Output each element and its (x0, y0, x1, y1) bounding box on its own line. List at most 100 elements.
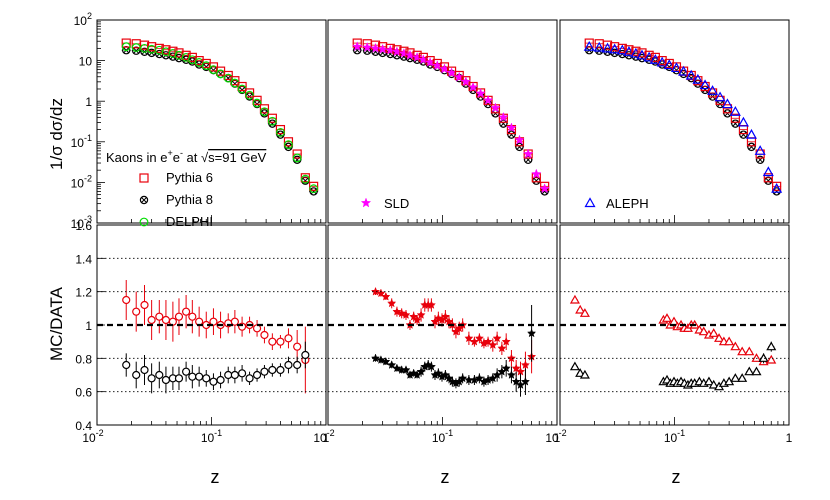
ratio-point (252, 370, 262, 380)
legend-item-label: Pythia 8 (166, 192, 213, 207)
y-axis-label-top: 1/σ dσ/dz (47, 98, 66, 170)
data-point (267, 116, 277, 126)
y-tick-label-top: 10-1 (71, 133, 92, 150)
legend-item-label: Pythia 6 (166, 170, 213, 185)
pythia6-point (693, 76, 703, 86)
ratio-point (188, 312, 197, 321)
ratio-point (506, 370, 517, 379)
ratio-point (433, 368, 443, 378)
data-point (685, 69, 697, 80)
ratio-point (714, 333, 725, 342)
ratio-point (401, 365, 411, 374)
data-point (352, 41, 363, 52)
ratio-point (744, 366, 755, 376)
ratio-point (209, 377, 218, 386)
pythia8-point (764, 176, 773, 185)
pythia8-point (532, 176, 541, 185)
ratio-point (501, 363, 511, 373)
data-point (692, 73, 704, 84)
ratio-point (724, 336, 735, 346)
ratio-point (122, 295, 131, 305)
ratio-point (181, 367, 191, 376)
ratio-point (387, 360, 397, 369)
y-tick-label-bottom: 1.4 (75, 252, 92, 266)
ratio-point (737, 373, 748, 382)
data-point (252, 98, 262, 108)
ratio-point (245, 374, 254, 383)
pythia8-point (700, 85, 710, 95)
data-point (154, 45, 164, 55)
ratio-point (122, 360, 131, 370)
pythia8-marker-hatch (210, 67, 217, 74)
data-point (678, 65, 690, 76)
ratio-point (260, 330, 269, 340)
ratio-point (174, 374, 184, 383)
data-point (539, 183, 550, 194)
ratio-point (497, 343, 507, 353)
ratio-point (195, 372, 204, 381)
ratio-point (579, 308, 590, 317)
legend-sld-label: SLD (384, 196, 409, 211)
pythia6-point (283, 137, 294, 147)
data-point (385, 44, 396, 55)
y-tick-label-top: 10-2 (71, 173, 92, 190)
data-point (656, 56, 668, 67)
y-tick-label-bottom: 0.4 (75, 419, 92, 433)
panels-group (121, 38, 783, 397)
ratio-point (458, 373, 468, 383)
pythia8-marker-hatch (141, 197, 147, 203)
pythia8-marker-hatch (239, 87, 245, 93)
data-point (194, 58, 204, 67)
legend-group: Kaons in e+e- at √s=91 GeV Pythia 6 Pythia… (106, 148, 649, 229)
pythia6-point (259, 104, 270, 114)
data-point (121, 42, 131, 52)
pythia6-point (174, 48, 184, 58)
pythia6-point (267, 113, 277, 123)
ratio-point (161, 375, 171, 385)
pythia6-point (722, 104, 733, 114)
ratio-point (147, 315, 156, 325)
pythia6-point (624, 45, 634, 55)
ratio-point (381, 291, 391, 301)
ratio-point (268, 365, 277, 375)
ratio-point (737, 346, 748, 356)
pythia6-point (139, 40, 150, 50)
ratio-point (520, 376, 531, 386)
ratio-point (416, 366, 426, 376)
ratio-point (370, 286, 381, 296)
ratio-point (202, 374, 211, 383)
ratio-point (474, 373, 485, 383)
data-point (475, 87, 486, 98)
data-point (737, 116, 749, 127)
ratio-point (401, 310, 411, 319)
ratio-point (526, 328, 537, 338)
data-point (490, 102, 501, 113)
pythia6-point (584, 38, 594, 48)
x-tick-label: 10-2 (545, 428, 566, 445)
pythia8-point (132, 46, 141, 55)
data-point (411, 51, 423, 62)
data-point (636, 49, 648, 60)
data-point (260, 107, 269, 117)
data-point (292, 153, 302, 163)
panel-delphi (121, 38, 319, 394)
y-tick-label-top: 10 (79, 55, 93, 69)
ratio-point (708, 379, 719, 389)
ratio-point (140, 300, 149, 310)
pythia6-point (602, 40, 613, 50)
ratio-point (284, 334, 293, 343)
panel-aleph (569, 38, 783, 391)
data-point (670, 62, 682, 73)
pythia6-point (139, 173, 149, 183)
ratio-point (284, 360, 293, 370)
ratio-point (155, 312, 164, 321)
pythia6-point (223, 70, 233, 81)
pythia8-marker-hatch (724, 110, 731, 117)
y-tick-label-top: 1 (85, 95, 92, 109)
pythia6-point (644, 50, 654, 60)
pythia8-marker-hatch (232, 80, 238, 87)
x-tick-label: 10-1 (664, 428, 685, 445)
ratio-point (426, 361, 437, 371)
data-point (454, 71, 465, 82)
data-point (467, 81, 479, 92)
